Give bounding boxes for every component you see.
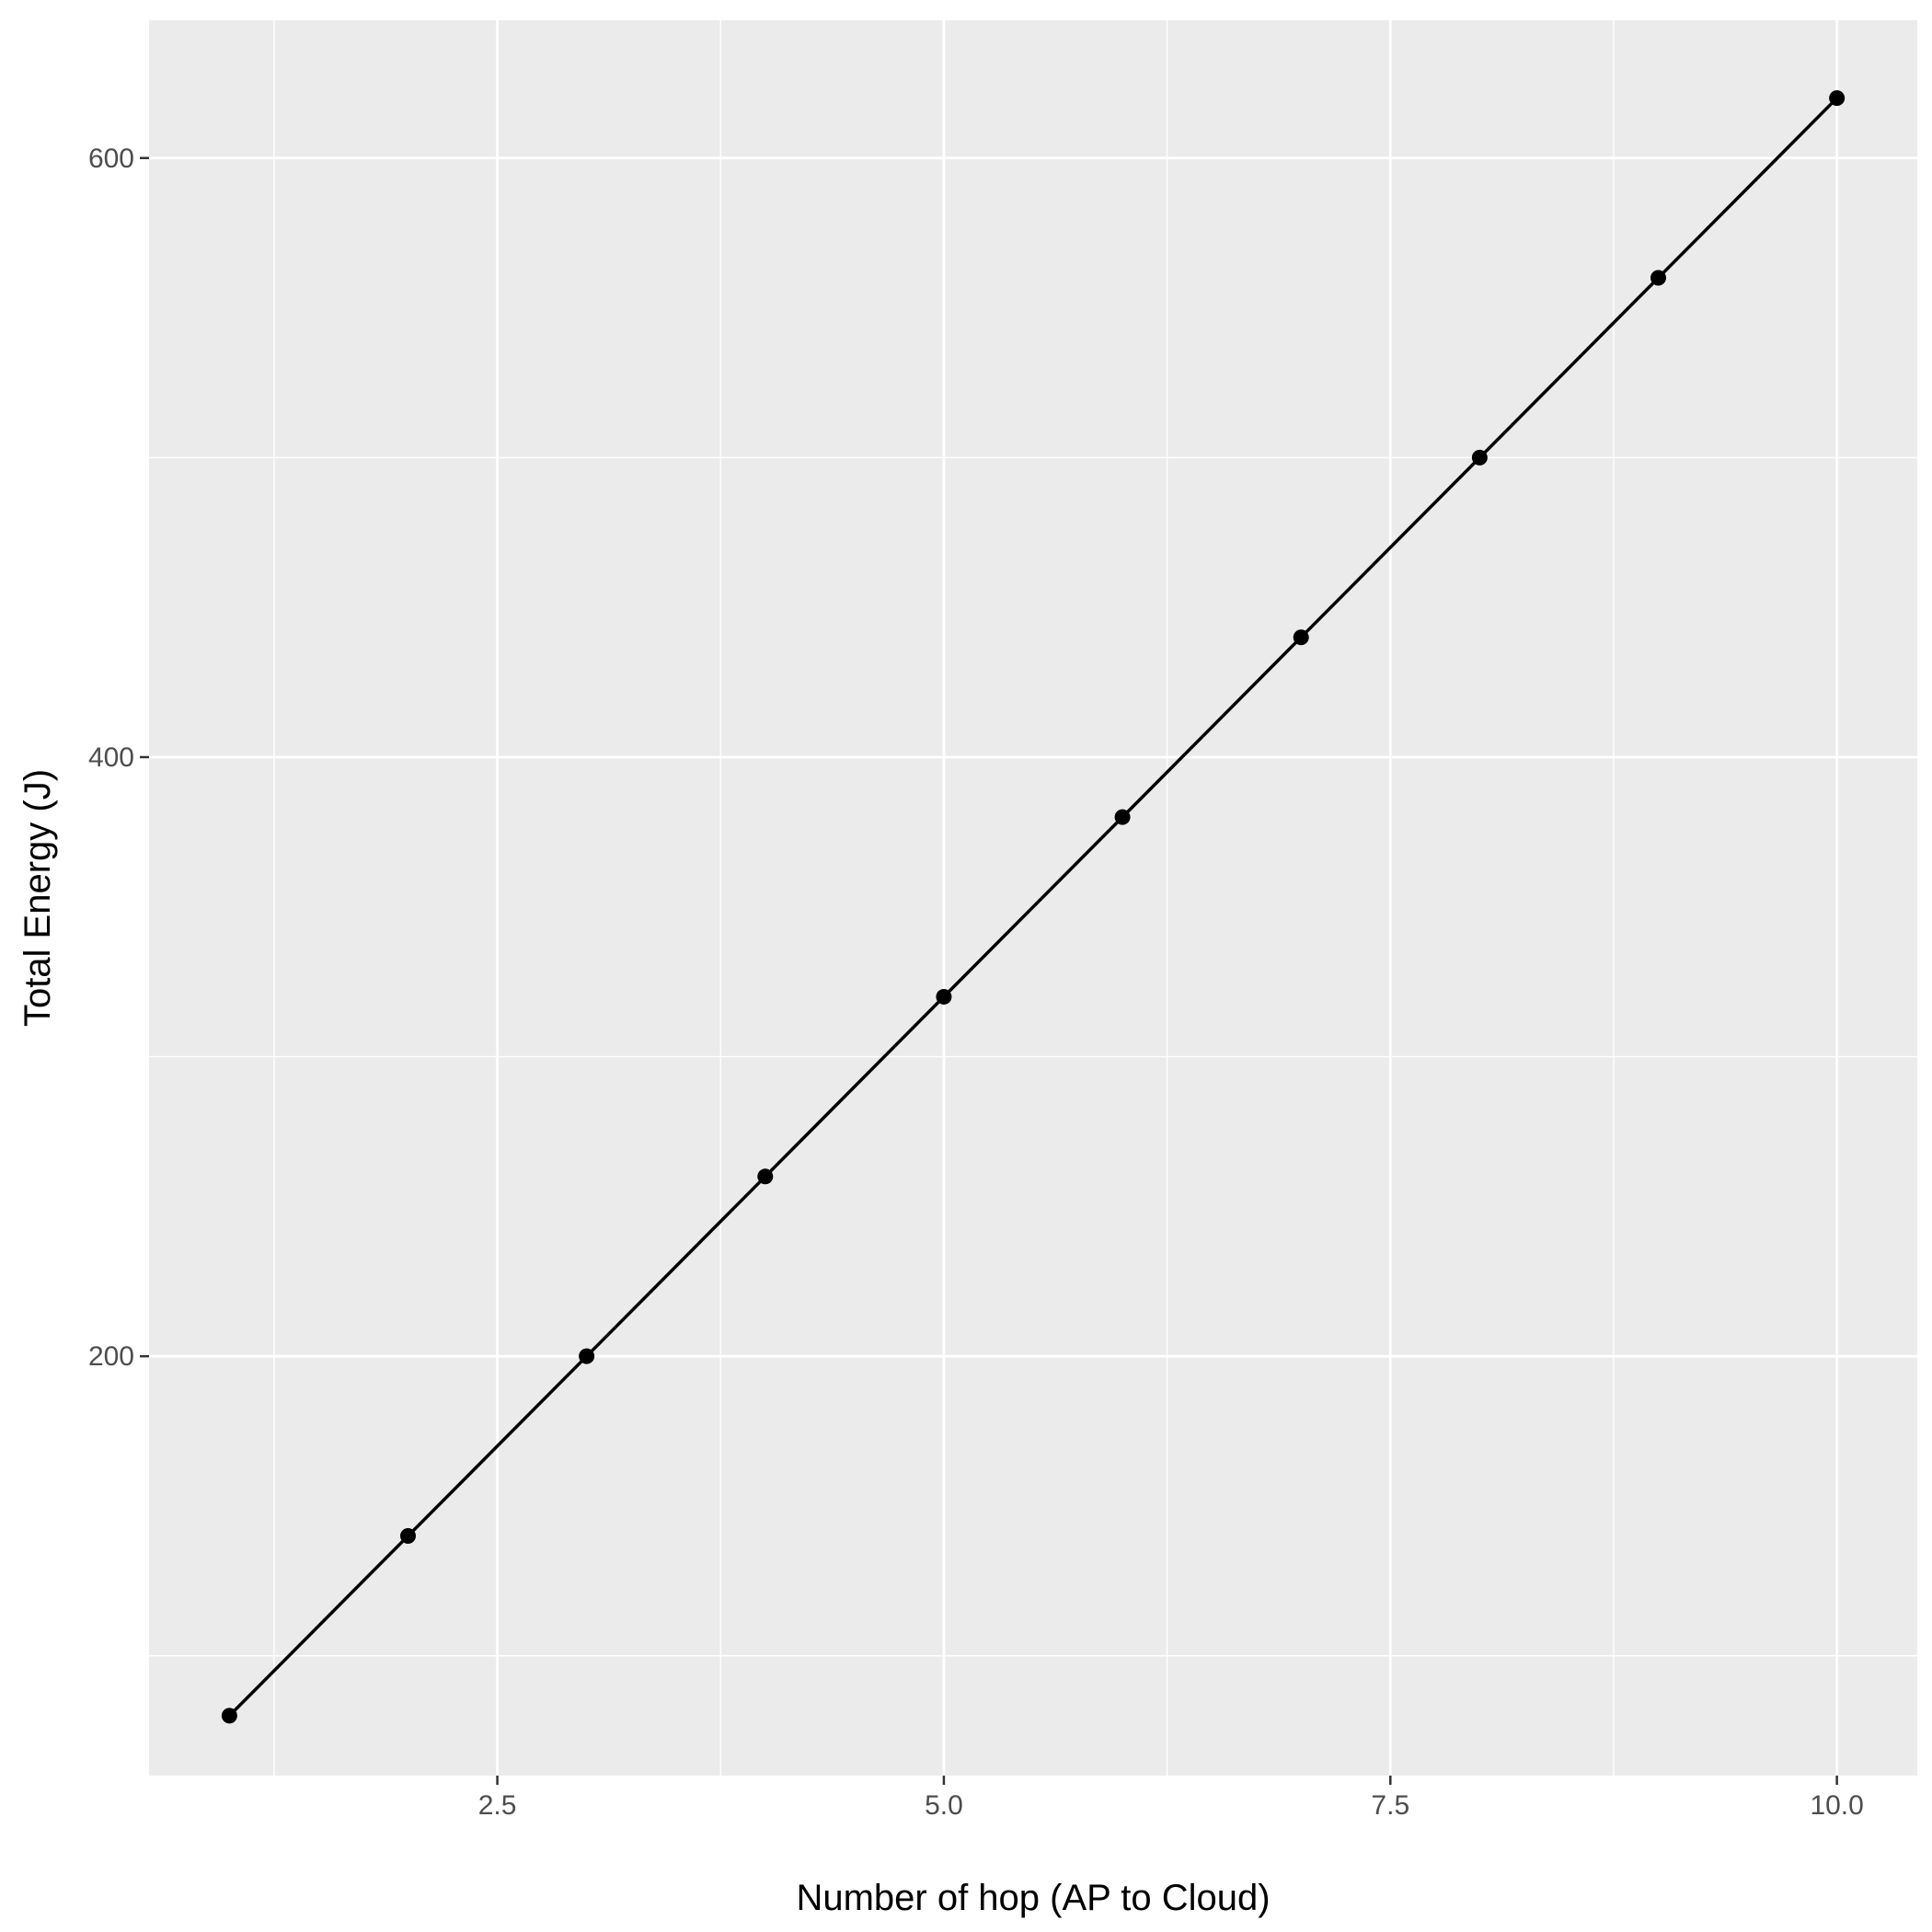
- x-tick-label: 7.5: [1371, 1790, 1409, 1821]
- minor-grid: [149, 20, 1917, 1776]
- data-point: [1650, 270, 1666, 286]
- data-point: [1114, 809, 1131, 825]
- series-line: [228, 97, 1838, 1718]
- x-axis-title: Number of hop (AP to Cloud): [796, 1878, 1270, 1918]
- x-tick-label: 2.5: [478, 1790, 517, 1821]
- x-axis: 2.5 5.0 7.5 10.0: [478, 1776, 1864, 1821]
- data-point: [221, 1708, 237, 1724]
- x-tick-label: 5.0: [925, 1790, 963, 1821]
- y-tick-label: 400: [88, 742, 134, 773]
- y-tick-label: 200: [88, 1341, 134, 1372]
- data-point: [757, 1168, 774, 1185]
- x-tick-label: 10.0: [1810, 1790, 1863, 1821]
- data-point: [579, 1348, 595, 1364]
- y-axis: 200 400 600: [88, 144, 149, 1372]
- data-point: [1829, 90, 1846, 107]
- data-point: [400, 1528, 417, 1545]
- data-points: [221, 90, 1846, 1724]
- major-grid: [149, 20, 1917, 1776]
- y-tick-label: 600: [88, 144, 134, 174]
- data-point: [936, 988, 952, 1005]
- y-axis-title: Total Energy (J): [17, 769, 58, 1027]
- data-point: [1293, 629, 1309, 646]
- data-point: [1471, 449, 1488, 466]
